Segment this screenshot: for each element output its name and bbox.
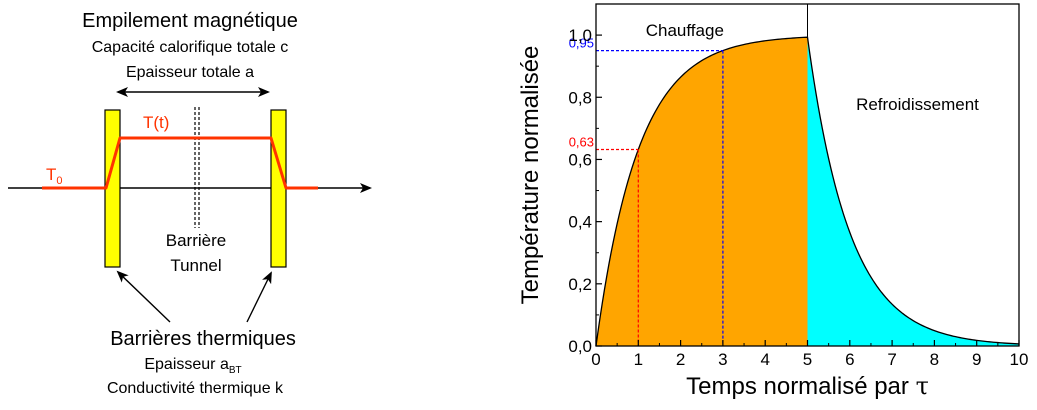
thermal-conductivity-label: Conductivité thermique k: [107, 380, 284, 397]
heating-area: [596, 37, 808, 346]
temperature-chart: 0,63 0,95 0 1 2 3 4 5 6 7 8 9 10 0,0 0,2 0,4 0,6 0,8 1,0…: [517, 3, 1029, 400]
pointer-arrow-left: [116, 270, 171, 323]
stack-diagram: Empilement magnétique Capacité calorifiq…: [8, 10, 372, 397]
thermal-barrier-right: [270, 109, 287, 268]
x-tick-label-5: 5: [803, 350, 812, 369]
stack-title: Empilement magnétique: [82, 10, 298, 32]
y-tick-label-0,0: 0,0: [568, 337, 592, 356]
x-tick-label-10: 10: [1010, 350, 1029, 369]
marker-label-1: 0,95: [569, 36, 594, 51]
temperature-curve: [595, 36, 1020, 347]
tunnel-barrier-label-1: Barrière: [166, 231, 226, 250]
x-tick-label-2: 2: [676, 350, 685, 369]
y-tick-label-1,0: 1,0: [568, 26, 592, 45]
x-tick-label-4: 4: [760, 350, 769, 369]
y-tick-label-0,6: 0,6: [568, 150, 592, 169]
x-tick-label-3: 3: [718, 350, 727, 369]
pointer-arrow-right: [246, 271, 272, 323]
temperature-label: T(t): [143, 113, 169, 132]
capacity-label: Capacité calorifique totale c: [92, 39, 289, 56]
x-tick-label-8: 8: [930, 350, 939, 369]
marker-label-0: 0,63: [569, 135, 594, 150]
x-tick-label-1: 1: [634, 350, 643, 369]
y-tick-label-0,8: 0,8: [568, 88, 592, 107]
y-tick-label-0,4: 0,4: [568, 213, 592, 232]
heating-region-label: Chauffage: [646, 21, 724, 40]
thermal-barriers-title: Barrières thermiques: [110, 328, 296, 350]
x-tick-label-0: 0: [591, 350, 600, 369]
cooling-region-label: Refroidissement: [856, 95, 979, 114]
x-tick-label-9: 9: [972, 350, 981, 369]
x-tick-label-7: 7: [887, 350, 896, 369]
t0-label: T0: [46, 165, 63, 187]
thermal-thickness-label: Epaisseur aBT: [144, 356, 241, 376]
cooling-area: [807, 37, 1019, 347]
y-tick-label-0,2: 0,2: [568, 275, 592, 294]
x-axis-label: Temps normalisé par τ: [686, 372, 929, 400]
y-axis-label: Température normalisée: [517, 46, 544, 305]
tunnel-barrier-label-2: Tunnel: [170, 256, 221, 275]
x-tick-label-6: 6: [845, 350, 854, 369]
temperature-profile: [42, 136, 318, 190]
thickness-label: Epaisseur totale a: [126, 64, 254, 81]
